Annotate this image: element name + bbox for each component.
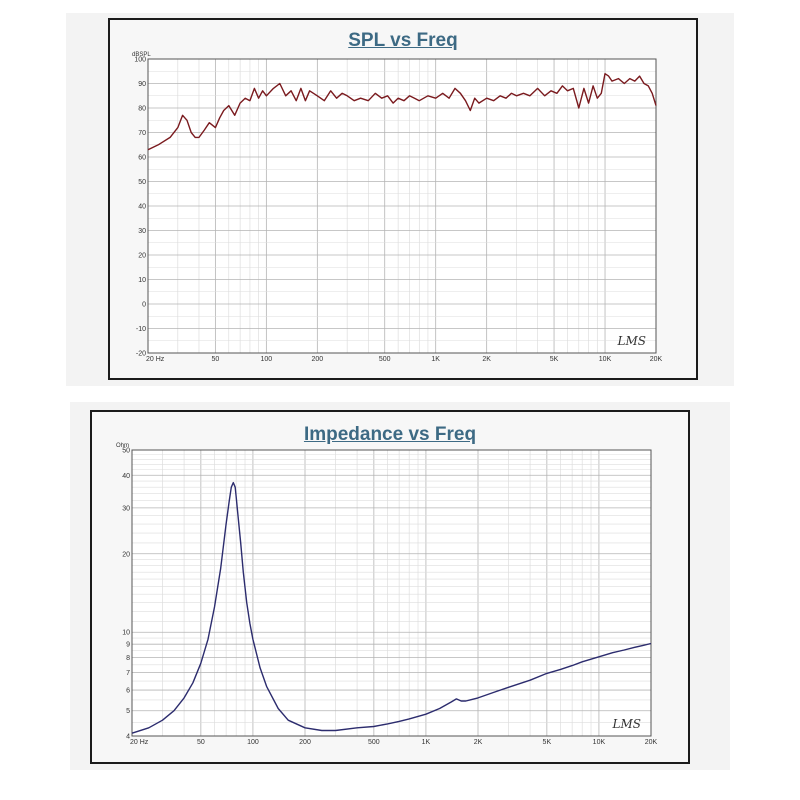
spl-x-tick-label: 20K [650,356,663,363]
spl-x-tick-label: 10K [599,356,612,363]
spl-x-tick-label: 2K [482,356,491,363]
spl-chart-frame: SPL vs Freq 100 90 80 70 60 50 40 30 20 10 0 -10 -20… [108,18,698,380]
impedance-watermark: LMS [612,717,641,731]
impedance-x-tick-label: 100 [247,739,259,746]
spl-y-tick-label: 40 [138,204,146,211]
spl-y-tick-label: 20 [138,253,146,260]
impedance-chart: 50 40 30 20 10 9 8 7 6 5 4 Ohm 20 Hz 50 100 200 500 1K 2K 5… [116,443,658,746]
impedance-y-tick-label: 30 [122,505,130,512]
impedance-y-axis-unit: Ohm [116,443,129,449]
impedance-y-tick-label: 4 [126,734,130,741]
impedance-y-tick-label: 50 [122,448,130,455]
spl-y-tick-label: 0 [142,302,146,309]
spl-x-tick-label: 20 Hz [146,356,165,363]
spl-series-line [147,73,657,151]
spl-x-tick-label: 100 [261,356,273,363]
impedance-chart-title: Impedance vs Freq [303,424,477,445]
impedance-x-tick-label: 5K [543,739,552,746]
spl-x-tick-label: 500 [379,356,391,363]
spl-x-tick-label: 5K [550,356,559,363]
spl-x-tick-label: 1K [431,356,440,363]
spl-y-tick-label: 70 [138,130,146,137]
impedance-x-tick-label: 20K [645,739,658,746]
impedance-x-tick-label: 10K [593,739,606,746]
spl-y-tick-label: -10 [136,326,146,333]
spl-plot-border [147,58,657,354]
impedance-y-tick-label: 40 [122,473,130,480]
impedance-y-tick-label: 6 [126,688,130,695]
spl-watermark: LMS [617,334,646,348]
impedance-y-tick-label: 7 [126,670,130,677]
spl-y-tick-label: -20 [136,351,146,358]
impedance-x-tick-label: 500 [368,739,380,746]
impedance-x-tick-label: 2K [474,739,483,746]
spl-y-tick-label: 100 [134,57,146,64]
spl-y-axis-unit: dBSPL [132,52,151,58]
impedance-x-tick-label: 50 [197,739,205,746]
impedance-x-tick-label: 1K [422,739,431,746]
spl-x-tick-label: 200 [311,356,323,363]
impedance-x-tick-label: 200 [299,739,311,746]
impedance-y-tick-label: 9 [126,642,130,649]
spl-y-tick-label: 10 [138,277,146,284]
spl-x-tick-label: 50 [211,356,219,363]
impedance-y-tick-label: 5 [126,708,130,715]
impedance-chart-frame: Impedance vs Freq 50 40 30 20 10 9 8 7 6 5 4 Ohm 20 … [90,410,690,764]
impedance-y-tick-label: 10 [122,630,130,637]
impedance-plot-area [132,450,651,736]
impedance-series-line [131,481,652,734]
spl-y-tick-label: 50 [138,179,146,186]
impedance-plot-border [131,449,652,737]
impedance-y-tick-label: 20 [122,551,130,558]
impedance-y-tick-label: 8 [126,655,130,662]
spl-y-tick-label: 30 [138,228,146,235]
spl-y-tick-label: 80 [138,106,146,113]
impedance-x-tick-label: 20 Hz [130,739,149,746]
spl-y-tick-label: 90 [138,81,146,88]
spl-y-tick-label: 60 [138,155,146,162]
spl-chart-title: SPL vs Freq [348,30,458,51]
